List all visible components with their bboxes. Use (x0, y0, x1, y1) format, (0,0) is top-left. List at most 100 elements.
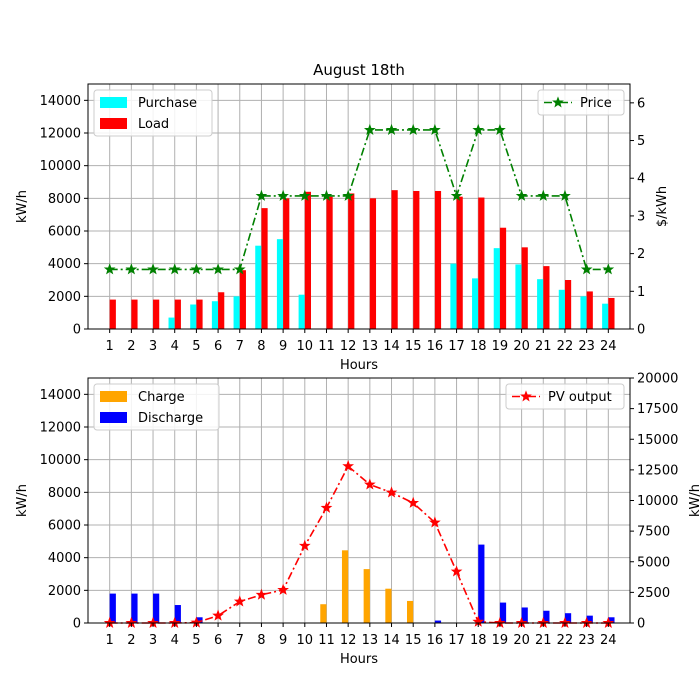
y-tick-label: 0 (73, 323, 81, 338)
bar-purchase (558, 289, 565, 329)
y-tick-label: 8000 (48, 486, 81, 501)
line-marker (168, 263, 181, 275)
bar-discharge (196, 617, 203, 623)
line-marker (233, 595, 246, 607)
bar-charge (407, 600, 414, 623)
line-marker (363, 478, 376, 490)
x-tick-label: 4 (171, 339, 179, 354)
legend-label: Charge (138, 390, 185, 405)
legend-box (505, 383, 625, 410)
bar-load (456, 196, 463, 329)
bar-discharge (109, 593, 116, 623)
x-tick-label: 21 (535, 339, 552, 354)
y2-tick-label: 5000 (637, 555, 670, 570)
legend-left: Purchase Load (93, 89, 213, 137)
y2-tick-label: 5 (637, 134, 645, 149)
line-marker (212, 609, 224, 621)
bar-discharge (564, 613, 572, 623)
legend-label: Discharge (138, 411, 203, 426)
x-tick-label: 24 (600, 633, 617, 648)
line-marker (559, 189, 571, 201)
y2-tick-label: 1 (637, 285, 645, 300)
x-tick-label: 14 (383, 633, 400, 648)
x-tick-label: 15 (405, 633, 422, 648)
bar-load (521, 247, 528, 329)
x-tick-label: 7 (236, 339, 244, 354)
line-marker (494, 123, 506, 135)
bar-discharge (131, 593, 138, 623)
legend-marker (520, 390, 532, 402)
legend-box (537, 89, 625, 116)
chart-panel-2: 1 2 3 4 5 6 7 8 9 10 11 12 13 14 15 16 17 18 19 20 21 22 23 240… (15, 372, 700, 668)
y-tick-label: 2000 (48, 584, 81, 599)
line-marker (429, 123, 441, 135)
y2-tick-label: 20000 (637, 372, 678, 387)
x-tick-label: 8 (257, 339, 265, 354)
bar-discharge (499, 602, 507, 623)
line-marker (147, 263, 159, 275)
x-tick-label: 15 (405, 339, 422, 354)
line-marker (537, 189, 550, 201)
x-tick-label: 2 (127, 339, 135, 354)
line-marker (125, 263, 138, 275)
series-line-pv-output (109, 464, 609, 624)
legend-right: Price (537, 89, 625, 116)
line-marker (320, 189, 333, 201)
line-marker (277, 189, 289, 201)
y2-tick-label: 4 (637, 172, 645, 187)
legend-swatch (100, 391, 127, 402)
line-marker (472, 123, 485, 135)
x-tick-label: 24 (600, 339, 617, 354)
y2-axis-label: kW/h (688, 484, 700, 517)
bar-load (326, 196, 333, 329)
y2-axis-label: $/kWh (655, 186, 670, 227)
x-tick-label: 6 (214, 339, 222, 354)
line-marker (407, 496, 420, 508)
bar-load (586, 291, 593, 329)
y2-tick-label: 12500 (637, 463, 678, 478)
bar-load (239, 270, 246, 329)
line-marker (298, 189, 311, 201)
y-tick-label: 4000 (48, 257, 81, 272)
bar-purchase (255, 245, 262, 329)
x-tick-label: 9 (279, 633, 287, 648)
y2-tick-label: 7500 (637, 525, 670, 540)
bar-charge (363, 569, 370, 623)
bar-discharge (153, 593, 160, 623)
bar-load (564, 280, 572, 329)
x-tick-label: 18 (470, 339, 487, 354)
bar-purchase (537, 279, 544, 329)
x-tick-label: 3 (149, 633, 157, 648)
bar-load (261, 208, 268, 329)
line-marker (580, 263, 593, 275)
legend-label: Purchase (138, 96, 197, 111)
bar-charge (385, 588, 392, 623)
bar-load (196, 299, 203, 329)
y2-tick-label: 6 (637, 96, 645, 111)
y2-tick-label: 17500 (637, 402, 678, 417)
y-tick-label: 10000 (40, 453, 81, 468)
legend-swatch (100, 412, 127, 423)
y2-tick-label: 15000 (637, 433, 678, 448)
x-tick-label: 18 (470, 633, 487, 648)
y-tick-label: 14000 (40, 388, 81, 403)
line-marker (277, 583, 289, 595)
x-tick-label: 16 (427, 633, 444, 648)
bar-load (218, 292, 225, 329)
bar-charge (341, 550, 349, 623)
bar-load (391, 190, 398, 329)
bar-load (543, 266, 550, 329)
bar-purchase (190, 304, 197, 329)
line-marker (407, 123, 420, 135)
bar-purchase (233, 296, 240, 329)
bar-discharge (174, 605, 181, 623)
bar-load (434, 190, 442, 329)
legend-marker (552, 96, 564, 108)
bar-purchase (450, 263, 457, 329)
line-marker (298, 539, 311, 551)
x-tick-label: 22 (557, 633, 574, 648)
x-tick-label: 4 (171, 633, 179, 648)
x-tick-label: 13 (362, 633, 379, 648)
y-tick-label: 4000 (48, 551, 81, 566)
y-tick-label: 12000 (40, 127, 81, 142)
